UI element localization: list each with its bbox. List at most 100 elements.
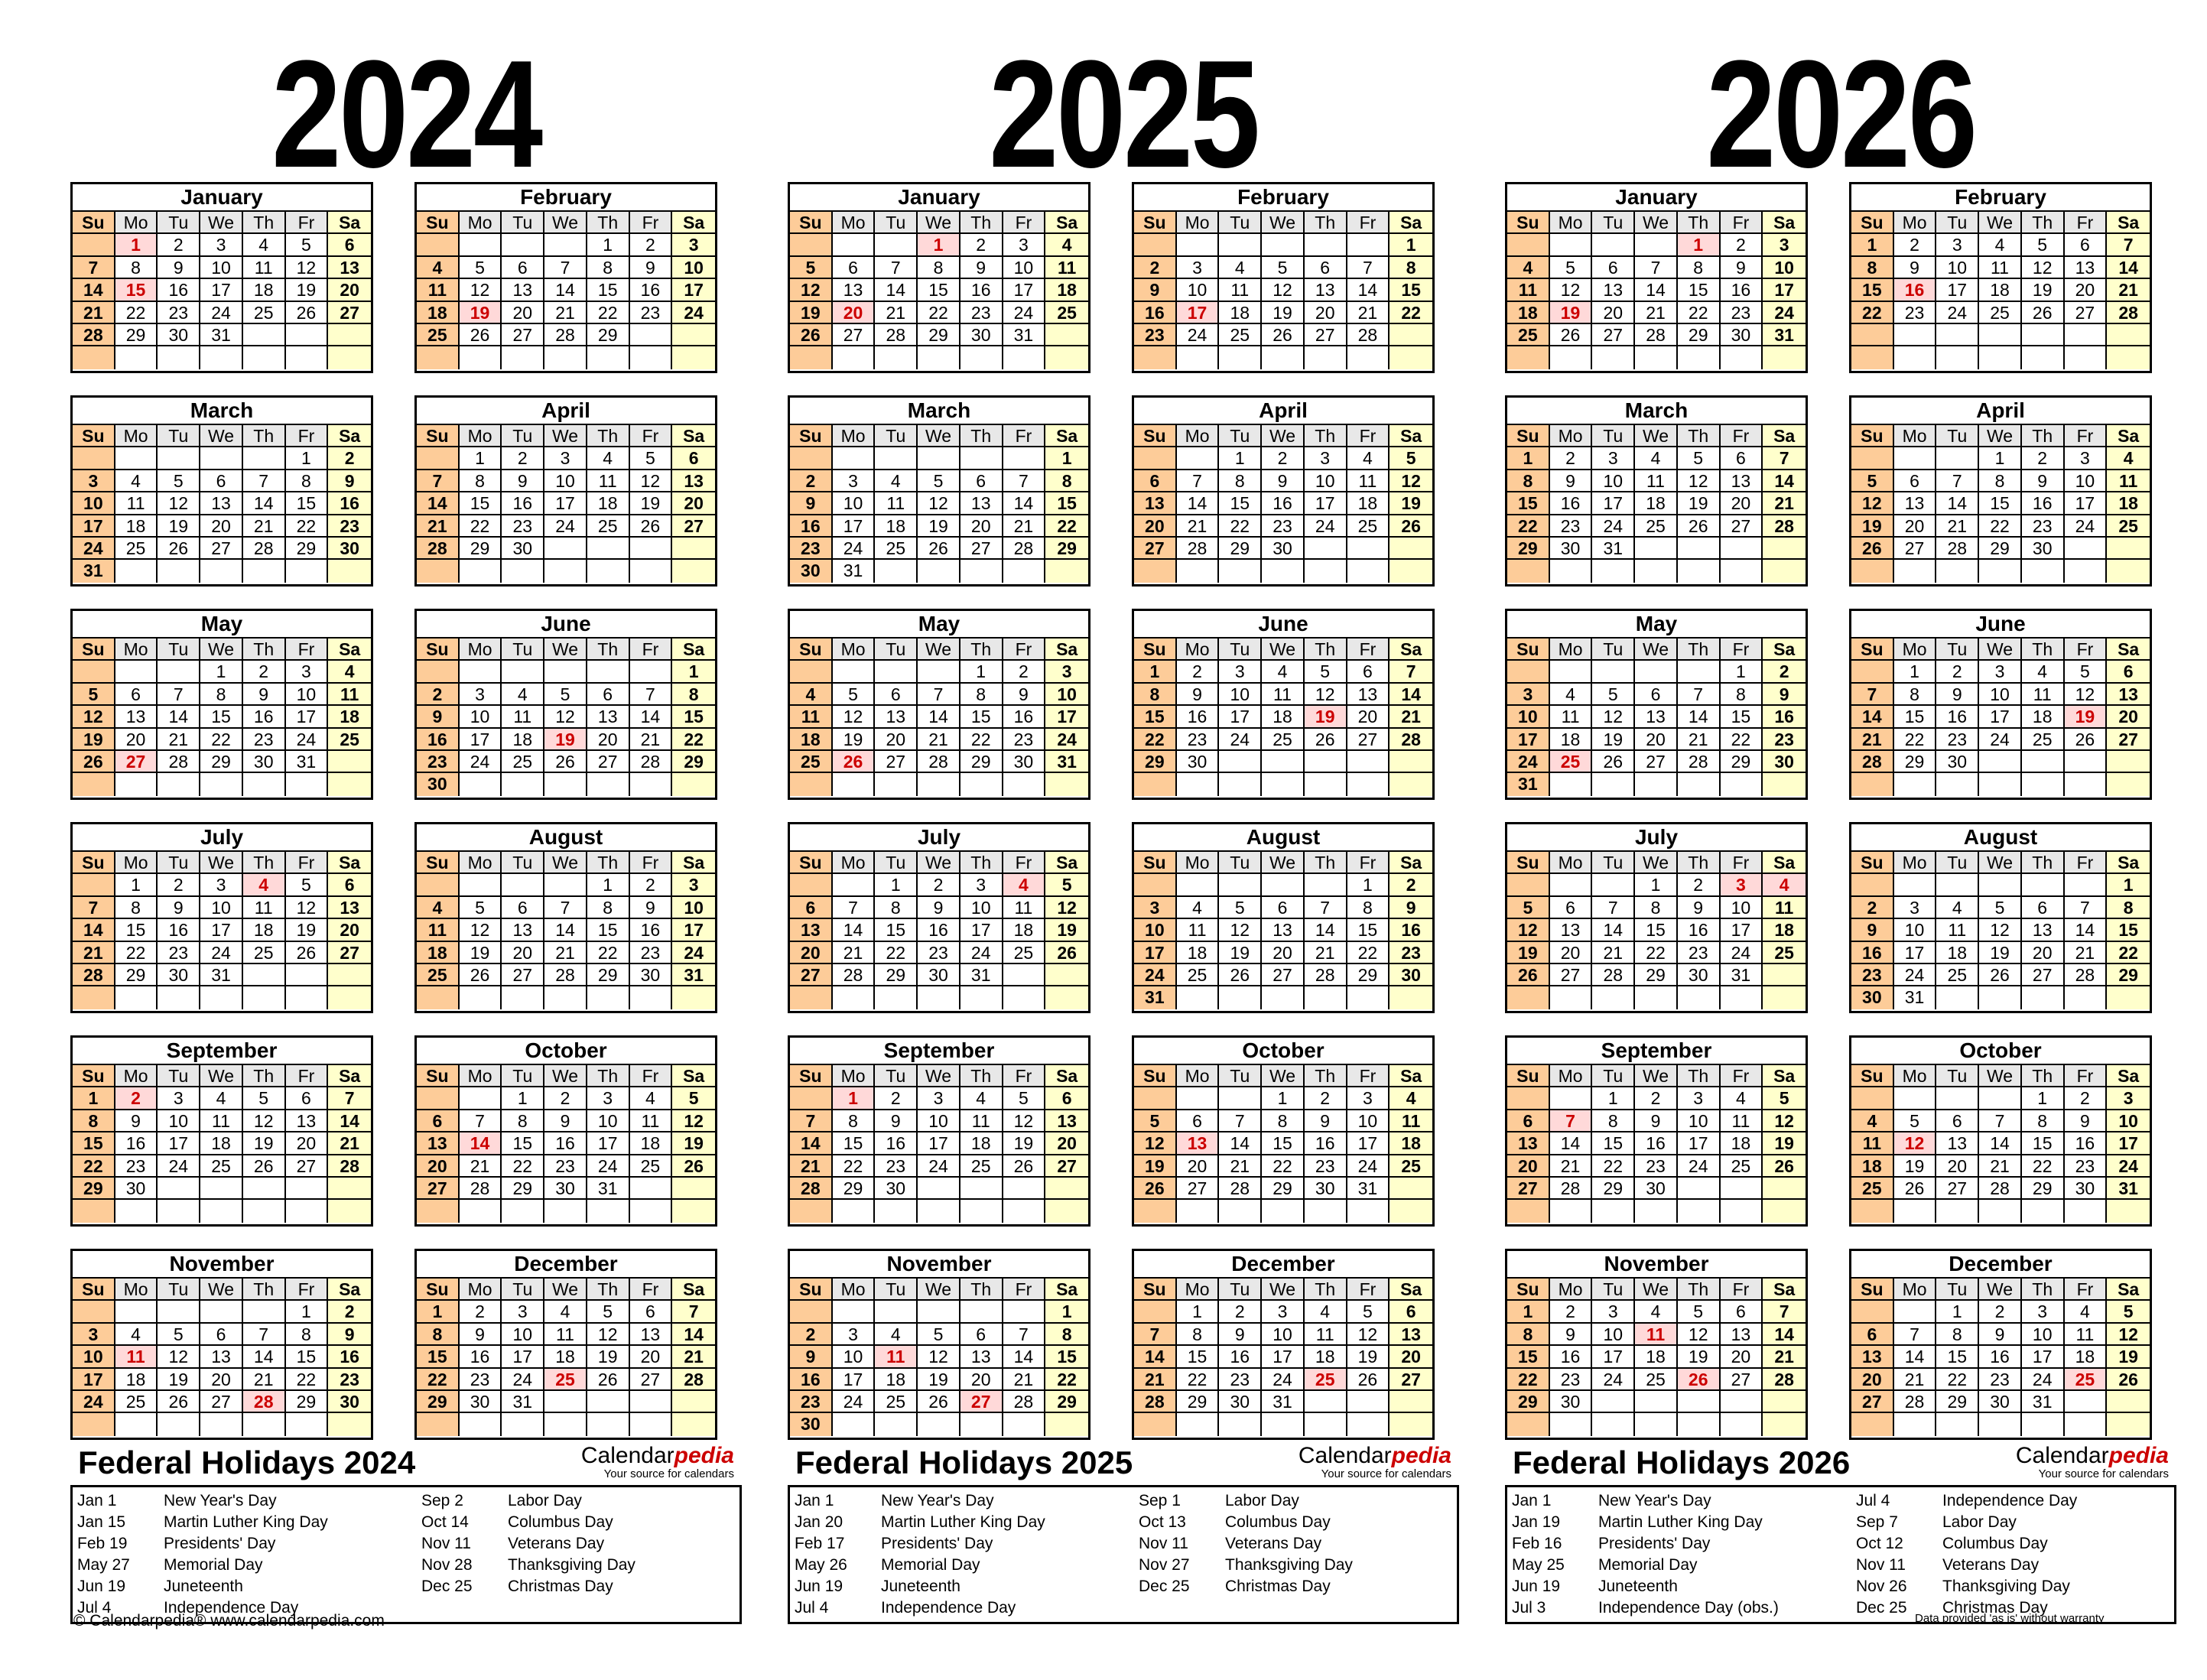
day-cell: 26 <box>1979 963 2022 987</box>
day-cell: 21 <box>1635 301 1678 324</box>
month-name: October <box>1134 1038 1432 1065</box>
day-grid: Su Mo Tu We Th Fr Sa 1 2 3 4 5 6 7 8 9 10 11 12 13 14 15 16 17 1… <box>1134 639 1432 796</box>
day-cell: 17 <box>1045 706 1088 729</box>
day-cell: 2 <box>1549 1301 1593 1324</box>
day-cell: 9 <box>502 470 545 493</box>
day-cell: 16 <box>960 279 1003 302</box>
empty-day-cell <box>459 661 502 684</box>
day-cell: 5 <box>242 1087 286 1110</box>
day-cell: 22 <box>417 1368 460 1391</box>
weekday-header: Su <box>1851 212 1894 235</box>
weekday-header: Th <box>242 639 286 661</box>
empty-day-cell <box>459 874 502 897</box>
day-cell: 5 <box>1134 1110 1177 1133</box>
empty-day-cell <box>1390 986 1432 1009</box>
weekday-header: Mo <box>832 1065 876 1088</box>
weekday-header: Tu <box>875 1279 918 1301</box>
day-cell: 9 <box>242 683 286 707</box>
month-name: March <box>1507 398 1806 425</box>
day-cell: 19 <box>1045 919 1088 942</box>
day-grid: Su Mo Tu We Th Fr Sa 1 2 3 4 5 6 7 8 9 10 11 12 13 14 15 16 17 1… <box>1134 1279 1432 1436</box>
day-cell: 27 <box>1549 963 1593 987</box>
day-cell: 5 <box>2107 1301 2150 1324</box>
day-cell: 31 <box>502 1390 545 1414</box>
day-cell: 8 <box>115 896 158 920</box>
day-cell: 2 <box>158 234 201 257</box>
holiday-row: Jan 19 Martin Luther King Day <box>1512 1512 1856 1533</box>
day-grid: Su Mo Tu We Th Fr Sa 1 2 3 4 5 6 7 8 9 10 11 12 13 14 15 16 17 1… <box>73 852 371 1009</box>
day-grid: Su Mo Tu We Th Fr Sa 1 2 3 4 5 6 7 8 9 10 11 12 13 14 15 16 17 1… <box>73 212 371 369</box>
empty-day-cell <box>630 986 673 1009</box>
day-cell: 7 <box>1134 1323 1177 1347</box>
empty-day-cell <box>833 1200 876 1223</box>
day-cell: 15 <box>200 706 243 729</box>
day-cell: 29 <box>1176 1390 1220 1414</box>
day-cell: 26 <box>2021 301 2065 324</box>
day-cell: 7 <box>875 256 918 280</box>
day-cell: 16 <box>629 919 673 942</box>
day-cell: 7 <box>1219 1110 1263 1133</box>
day-cell: 21 <box>918 728 960 751</box>
month-calendar: November Su Mo Tu We Th Fr Sa 1 2 3 4 5 6 7 8 9 10 11 12 13 1… <box>788 1249 1090 1440</box>
empty-day-cell <box>1763 1177 1806 1201</box>
day-cell: 29 <box>285 1390 329 1414</box>
month-name: November <box>1507 1251 1806 1279</box>
day-cell: 12 <box>1979 919 2022 942</box>
empty-day-cell <box>2065 986 2108 1009</box>
weekday-header: Th <box>1677 425 1721 448</box>
day-cell: 20 <box>200 515 243 538</box>
day-cell: 11 <box>544 1323 587 1347</box>
day-cell: 10 <box>1347 1110 1390 1133</box>
empty-day-cell <box>417 874 460 897</box>
holiday-name: Independence Day <box>881 1599 1016 1617</box>
day-cell: 22 <box>1936 1368 1980 1391</box>
day-cell: 7 <box>2107 234 2150 257</box>
month-calendar: April Su Mo Tu We Th Fr Sa 1 2 3 4 5 6 7 8 9 10 11 12 13 14 15… <box>1132 395 1435 587</box>
empty-day-cell <box>918 346 960 369</box>
day-grid: Su Mo Tu We Th Fr Sa 1 2 3 4 5 6 7 8 9 10 11 12 13 14 15 16 17 1… <box>73 425 371 583</box>
weekday-header: Sa <box>2107 639 2150 661</box>
day-cell: 13 <box>328 896 371 920</box>
day-cell: 6 <box>1390 1301 1432 1324</box>
day-cell: 24 <box>587 1155 630 1178</box>
day-cell: 12 <box>2064 683 2108 707</box>
empty-day-cell <box>587 773 630 796</box>
day-cell: 24 <box>1219 728 1263 751</box>
day-cell: 23 <box>158 301 201 324</box>
holiday-day-cell: 19 <box>2064 706 2108 729</box>
empty-day-cell <box>544 874 587 897</box>
holiday-date: Dec 25 <box>1856 1599 1907 1617</box>
day-cell: 28 <box>918 750 960 774</box>
weekday-header: Su <box>1134 1065 1177 1088</box>
day-cell: 2 <box>502 447 545 470</box>
empty-day-cell <box>1721 1413 1763 1436</box>
day-cell: 15 <box>1507 492 1550 515</box>
empty-day-cell <box>544 560 587 583</box>
day-cell: 12 <box>1677 470 1721 493</box>
day-cell: 30 <box>1549 1390 1593 1414</box>
day-cell: 2 <box>1979 1301 2022 1324</box>
day-cell: 22 <box>1045 515 1088 538</box>
day-grid: Su Mo Tu We Th Fr Sa 1 2 3 4 5 6 7 8 9 10 11 12 13 14 15 16 17 1… <box>73 1065 371 1223</box>
empty-day-cell <box>1347 773 1390 796</box>
holiday-day-cell: 11 <box>115 1346 158 1369</box>
day-cell: 29 <box>1045 1390 1088 1414</box>
day-cell: 2 <box>875 1087 918 1110</box>
weekday-header: Mo <box>832 1279 876 1301</box>
day-cell: 7 <box>544 256 587 280</box>
holiday-name: Presidents' Day <box>881 1535 993 1552</box>
empty-day-cell <box>1045 986 1088 1009</box>
day-cell: 6 <box>960 1323 1003 1347</box>
weekday-header: Fr <box>2064 1065 2108 1088</box>
holiday-date: Sep 7 <box>1856 1513 1898 1531</box>
empty-day-cell <box>1979 560 2022 583</box>
day-cell: 15 <box>1262 1132 1305 1155</box>
weekday-header: We <box>1635 639 1678 661</box>
weekday-header: Sa <box>1045 1065 1088 1088</box>
year-title: 2026 <box>1706 29 1978 200</box>
day-cell: 23 <box>242 728 286 751</box>
day-cell: 18 <box>1979 279 2022 302</box>
day-cell: 26 <box>918 1390 960 1414</box>
day-cell: 5 <box>1045 874 1088 897</box>
day-cell: 22 <box>672 728 715 751</box>
